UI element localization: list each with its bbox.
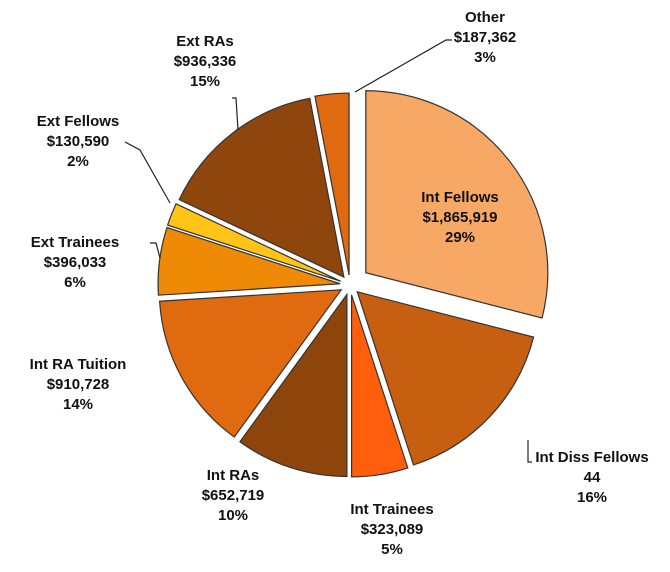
slice-label: Other: [465, 9, 505, 26]
slice-amount: 44: [584, 469, 601, 486]
pie-slice: [178, 97, 345, 279]
slice-label: Ext Trainees: [31, 234, 119, 251]
slice-percent: 15%: [190, 73, 220, 90]
slice-percent: 14%: [63, 396, 93, 413]
slice-percent: 29%: [445, 229, 475, 246]
pie-slice: [350, 294, 409, 478]
slice-label: Int Trainees: [350, 501, 433, 518]
slice-label: Ext Fellows: [37, 113, 120, 130]
pie-slice: [365, 90, 549, 319]
slice-label: Int RAs: [207, 467, 260, 484]
slice-amount: $130,590: [47, 133, 110, 150]
slice-percent: 6%: [64, 274, 86, 291]
slice-amount: $396,033: [44, 254, 107, 271]
slice-amount: $1,865,919: [422, 209, 497, 226]
leader-line: [232, 97, 239, 131]
leader-line: [354, 39, 452, 93]
pie-slice: [158, 289, 343, 438]
pie-slice: [356, 290, 535, 466]
slice-amount: $323,089: [361, 521, 424, 538]
pie-slice: [166, 203, 341, 282]
pie-slice: [239, 292, 348, 478]
slice-label: Ext RAs: [176, 33, 234, 50]
slice-label: Int RA Tuition: [30, 356, 127, 373]
slice-percent: 2%: [67, 153, 89, 170]
slice-label: Int Fellows: [421, 189, 499, 206]
slice-label: Int Diss Fellows: [535, 449, 648, 466]
slice-percent: 10%: [218, 507, 248, 524]
slice-percent: 5%: [381, 541, 403, 558]
slice-amount: $910,728: [47, 376, 110, 393]
pie-slice: [157, 226, 341, 296]
slice-percent: 16%: [577, 489, 607, 506]
pie-slice: [314, 92, 350, 276]
slice-amount: $936,336: [174, 53, 237, 70]
leader-line: [150, 242, 161, 259]
slice-percent: 3%: [474, 49, 496, 66]
slice-amount: $652,719: [202, 487, 265, 504]
leader-line: [527, 440, 532, 463]
leader-line: [124, 141, 171, 204]
slice-amount: $187,362: [454, 29, 517, 46]
